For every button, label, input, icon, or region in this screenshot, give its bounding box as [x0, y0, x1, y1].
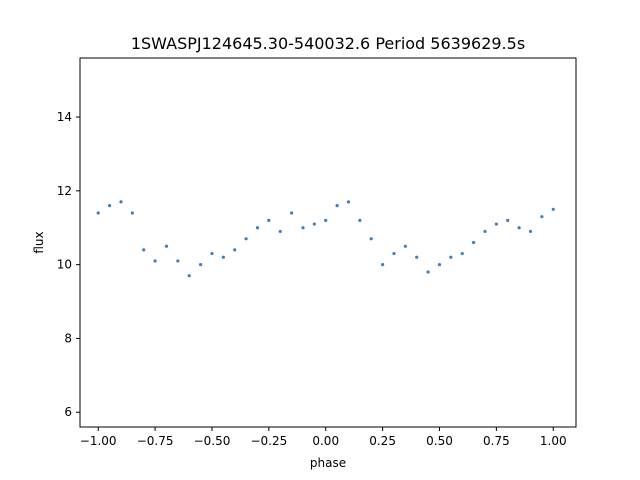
x-axis: −1.00 −0.75 −0.50 −0.25 0.00 0.25 0.50 0.75 1.00	[80, 427, 567, 448]
data-point	[528, 229, 533, 234]
y-axis: 6 8 10 12 14	[57, 110, 80, 419]
data-point	[335, 204, 339, 208]
data-point	[130, 211, 134, 215]
data-point	[301, 226, 305, 230]
data-point	[517, 226, 521, 230]
y-tick-label: 12	[57, 184, 72, 198]
data-point	[278, 229, 282, 234]
data-point	[472, 240, 476, 245]
data-point	[96, 211, 100, 215]
data-point	[176, 259, 180, 263]
data-point	[187, 274, 191, 278]
chart-title: 1SWASPJ124645.30-540032.6 Period 5639629…	[131, 34, 525, 53]
data-point	[483, 229, 487, 234]
data-point	[403, 244, 407, 248]
y-tick-label: 14	[57, 110, 72, 124]
data-point	[392, 251, 396, 256]
data-point	[324, 218, 328, 222]
data-point	[210, 251, 214, 256]
data-point	[198, 263, 203, 267]
data-point	[415, 255, 419, 259]
y-axis-label: flux	[32, 231, 46, 253]
x-tick-label: −0.75	[137, 434, 174, 448]
data-point	[551, 207, 555, 211]
data-point	[460, 251, 464, 256]
data-point	[153, 259, 157, 263]
x-tick-label: 0.25	[369, 434, 396, 448]
data-point	[164, 244, 169, 248]
data-point	[437, 263, 442, 267]
x-tick-label: 0.75	[483, 434, 510, 448]
x-axis-label: phase	[310, 456, 346, 470]
data-point	[119, 200, 123, 204]
data-point	[107, 204, 112, 208]
data-point	[289, 211, 294, 215]
data-point	[381, 263, 385, 267]
data-point	[255, 226, 260, 230]
data-point	[221, 255, 225, 259]
data-point	[449, 255, 453, 259]
data-point	[346, 200, 351, 204]
data-point	[267, 218, 271, 222]
x-tick-label: −1.00	[80, 434, 117, 448]
data-point	[494, 222, 498, 226]
y-tick-label: 6	[64, 405, 72, 419]
x-tick-label: −0.50	[194, 434, 231, 448]
x-tick-label: 1.00	[540, 434, 567, 448]
data-point	[142, 248, 146, 252]
data-points	[96, 200, 555, 278]
y-tick-label: 8	[64, 331, 72, 345]
data-point	[358, 218, 362, 222]
x-tick-label: −0.25	[250, 434, 287, 448]
data-point	[312, 222, 316, 226]
data-point	[426, 270, 430, 274]
data-point	[540, 215, 544, 219]
data-point	[369, 237, 373, 241]
data-point	[244, 237, 248, 241]
y-tick-label: 10	[57, 258, 72, 272]
x-tick-label: 0.50	[426, 434, 453, 448]
x-tick-label: 0.00	[312, 434, 339, 448]
data-point	[233, 248, 237, 252]
data-point	[506, 218, 510, 222]
plot-frame	[79, 57, 577, 428]
